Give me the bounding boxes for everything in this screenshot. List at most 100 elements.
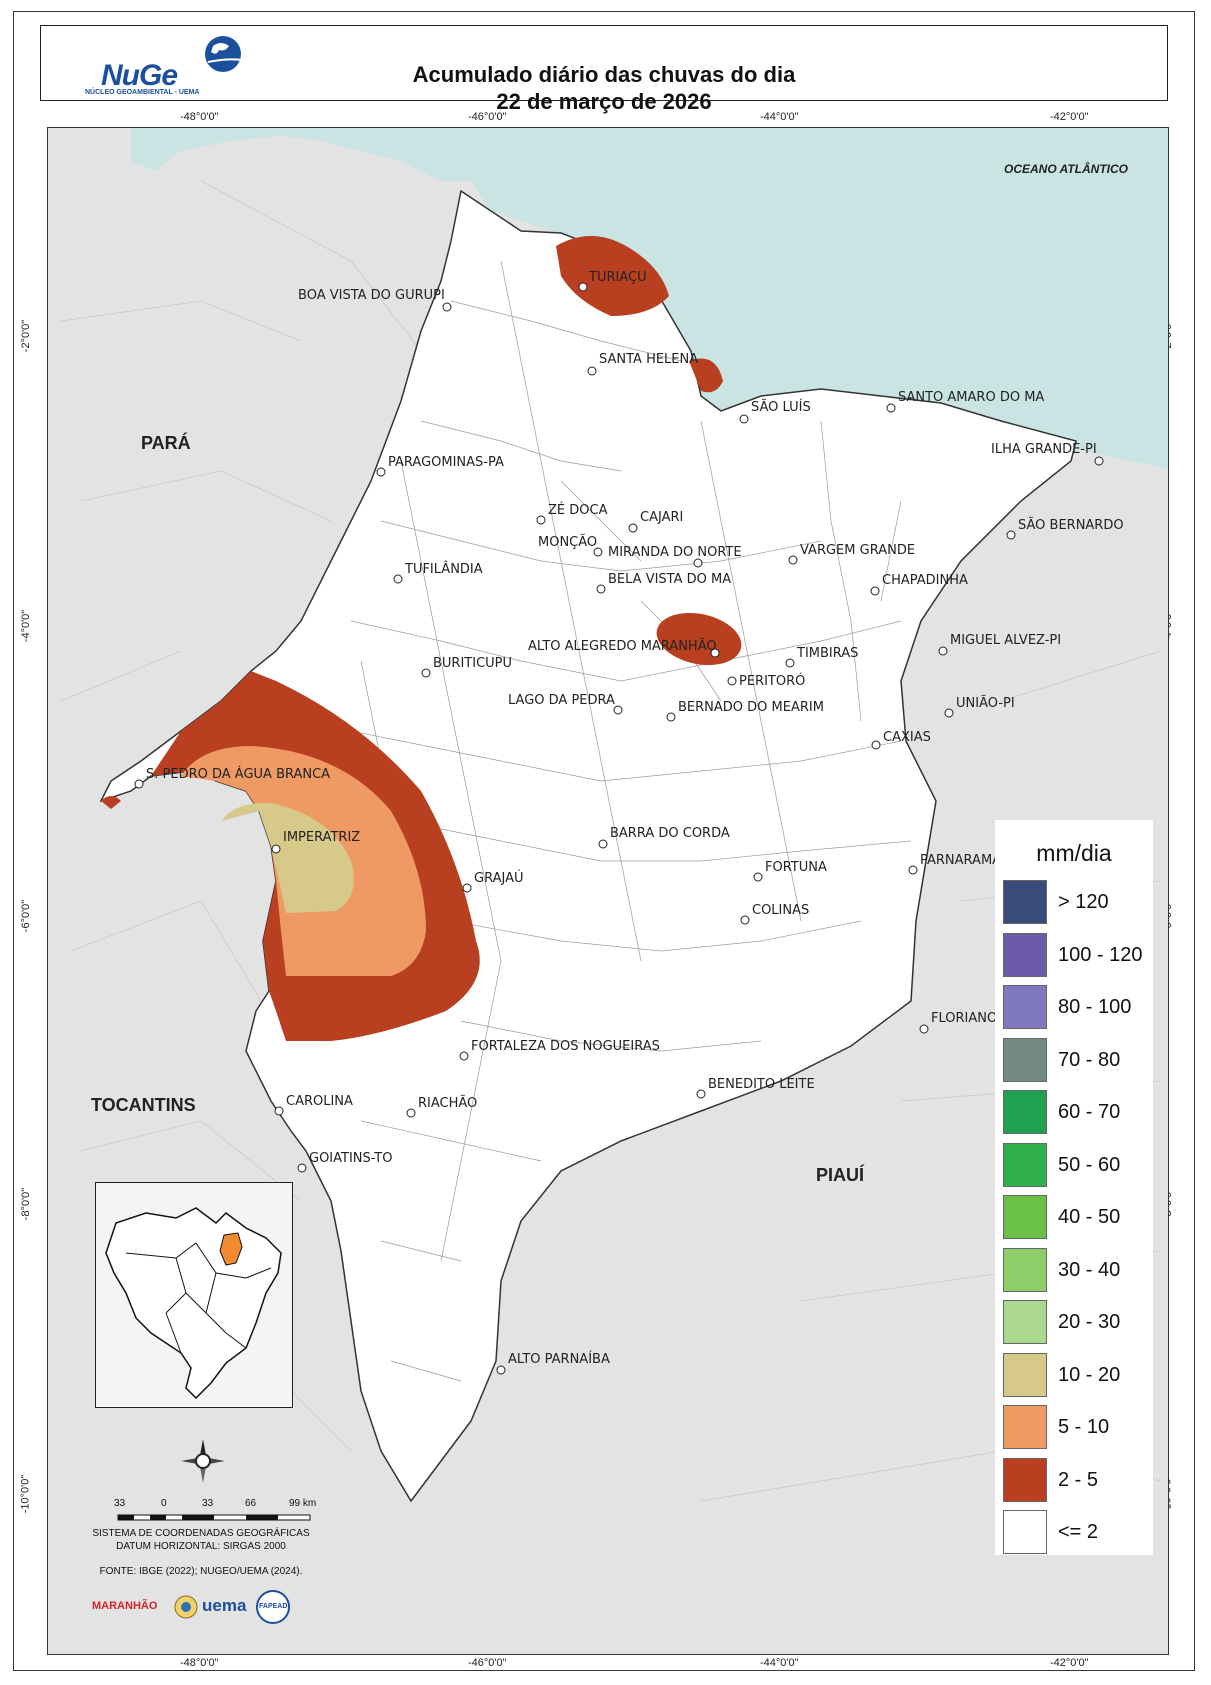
map-title: Acumulado diário das chuvas do dia <box>412 62 796 87</box>
scale-bar <box>117 1514 311 1521</box>
city-label: ILHA GRANDE-PI <box>991 442 1097 457</box>
legend-swatch <box>1003 985 1047 1029</box>
rain-2-5-turiacu <box>556 236 669 316</box>
north-arrow-icon <box>181 1439 225 1483</box>
scale-label: 33 <box>202 1498 214 1509</box>
legend-item: > 120 <box>1003 880 1153 924</box>
city-label: LAGO DA PEDRA <box>508 693 615 708</box>
legend-item: 40 - 50 <box>1003 1195 1153 1239</box>
city-label: ZÉ DOCA <box>548 502 608 518</box>
legend-label: 5 - 10 <box>1058 1416 1110 1438</box>
city-label: SÃO LUÍS <box>751 399 811 415</box>
city-label: COLINAS <box>752 903 809 918</box>
legend-item: 60 - 70 <box>1003 1090 1153 1134</box>
legend-item: 10 - 20 <box>1003 1352 1153 1397</box>
lon-tick-bottom: -42°0'0" <box>1050 1657 1089 1669</box>
city-label: UNIÃO-PI <box>956 695 1015 711</box>
fapead-logo: FAPEAD <box>259 1603 288 1610</box>
legend-item: 5 - 10 <box>1003 1405 1153 1449</box>
inset-map-brazil <box>95 1182 293 1408</box>
legend-item: 50 - 60 <box>1003 1142 1153 1187</box>
legend-swatch <box>1003 1405 1047 1449</box>
city-label: TIMBIRAS <box>796 646 858 661</box>
nugeo-logo: NuGe NÚCLEO GEOAMBIENTAL - UEMA <box>63 30 253 96</box>
brazil-outline <box>105 1207 282 1400</box>
legend-swatch <box>1003 1090 1047 1134</box>
maranhao-highlight <box>219 1232 243 1266</box>
legend-swatch <box>1003 1352 1047 1397</box>
lat-tick-left: -8°0'0" <box>20 1187 33 1221</box>
city-label: BELA VISTA DO MA <box>608 572 731 587</box>
city-label: TUFILÂNDIA <box>404 561 483 577</box>
legend-item: 2 - 5 <box>1003 1457 1153 1502</box>
rain-2-5-alto-alegre <box>656 612 742 666</box>
state-label-para: PARÁ <box>141 432 191 453</box>
legend-item: 70 - 80 <box>1003 1037 1153 1082</box>
page-frame <box>13 11 1195 1671</box>
city-label: PARAGOMINAS-PA <box>388 455 504 470</box>
legend-title: mm/dia <box>1036 840 1112 866</box>
city-label: GOIATINS-TO <box>309 1151 392 1166</box>
partner-logos: MARANHÃO uema FAPEAD <box>92 1590 302 1624</box>
legend-label: 30 - 40 <box>1058 1258 1121 1281</box>
legend-swatch <box>1003 1300 1047 1344</box>
city-label: BURITICUPU <box>433 656 512 671</box>
uema-logo: uema <box>202 1596 247 1615</box>
legend-swatch <box>1003 880 1047 924</box>
city-label: MIRANDA DO NORTE <box>608 545 742 560</box>
city-label: BERNADO DO MEARIM <box>678 700 824 715</box>
legend-label: 60 - 70 <box>1058 1101 1121 1123</box>
lat-tick-left: -2°0'0" <box>20 319 33 353</box>
legend-swatch <box>1003 1037 1047 1082</box>
legend-swatch <box>1003 1510 1047 1554</box>
city-label: TURIAÇU <box>588 270 647 285</box>
legend-swatch <box>1003 1457 1047 1502</box>
legend-label: 50 - 60 <box>1058 1153 1121 1176</box>
legend-item: <= 2 <box>1003 1510 1153 1554</box>
logo-text: NuGe <box>101 59 178 92</box>
fapead-icon <box>256 1590 290 1624</box>
city-label: BOA VISTA DO GURUPI <box>298 288 445 303</box>
legend-swatch <box>1003 1142 1047 1187</box>
legend-item: 20 - 30 <box>1003 1300 1153 1344</box>
legend: mm/dia > 120 100 - 120 80 - 100 70 - 80 60 -… <box>995 820 1153 1555</box>
city-label: SÃO BERNARDO <box>1018 517 1124 533</box>
city-label: SANTA HELENA <box>599 352 698 367</box>
lon-tick-bottom: -48°0'0" <box>180 1657 219 1669</box>
legend-label: 70 - 80 <box>1058 1048 1121 1071</box>
seal-icon <box>174 1595 198 1619</box>
ocean-label: OCEANO ATLÂNTICO <box>1004 161 1129 176</box>
rain-2-5-coast <box>689 358 723 393</box>
city-label: FORTALEZA DOS NOGUEIRAS <box>471 1039 660 1054</box>
state-label-piaui: PIAUÍ <box>816 1164 865 1185</box>
city-label: BARRA DO CORDA <box>610 826 730 841</box>
rain-2-5-sliver <box>101 796 121 809</box>
legend-label: 20 - 30 <box>1058 1311 1121 1333</box>
lat-tick-left: -4°0'0" <box>20 609 33 643</box>
scale-label: 99 km <box>289 1498 317 1509</box>
crs-note: SISTEMA DE COORDENADAS GEOGRÁFICAS <box>92 1528 310 1539</box>
city-label: ALTO PARNAÍBA <box>508 1351 610 1367</box>
city-label: GRAJAÚ <box>474 870 524 886</box>
lat-tick-left: -10°0'0" <box>19 1474 32 1514</box>
lon-tick-top: -42°0'0" <box>1050 111 1089 123</box>
city-label: CHAPADINHA <box>882 573 968 588</box>
logo-subtitle: NÚCLEO GEOAMBIENTAL - UEMA <box>85 89 200 96</box>
city-label: SANTO AMARO DO MA <box>898 390 1044 405</box>
legend-item: 30 - 40 <box>1003 1247 1153 1292</box>
legend-label: > 120 <box>1058 891 1109 913</box>
legend-label: 40 - 50 <box>1058 1206 1121 1228</box>
city-label: FORTUNA <box>765 860 827 875</box>
legend-item: 100 - 120 <box>1003 932 1153 977</box>
city-label: PARNARAMA <box>920 853 1001 868</box>
source-note: FONTE: IBGE (2022); NUGEO/UEMA (2024). <box>99 1566 303 1577</box>
legend-label: 10 - 20 <box>1058 1363 1121 1386</box>
city-label: S. PEDRO DA ÁGUA BRANCA <box>146 766 330 782</box>
city-label: CAXIAS <box>883 730 931 745</box>
city-label: RIACHÃO <box>418 1095 477 1111</box>
lat-tick-left: -6°0'0" <box>20 899 33 933</box>
lon-tick-bottom: -46°0'0" <box>468 1657 507 1669</box>
lon-tick-top: -44°0'0" <box>760 111 799 123</box>
scale-label: 0 <box>161 1498 167 1509</box>
map-header: NuGe NÚCLEO GEOAMBIENTAL - UEMA Acumulad… <box>40 25 1168 114</box>
